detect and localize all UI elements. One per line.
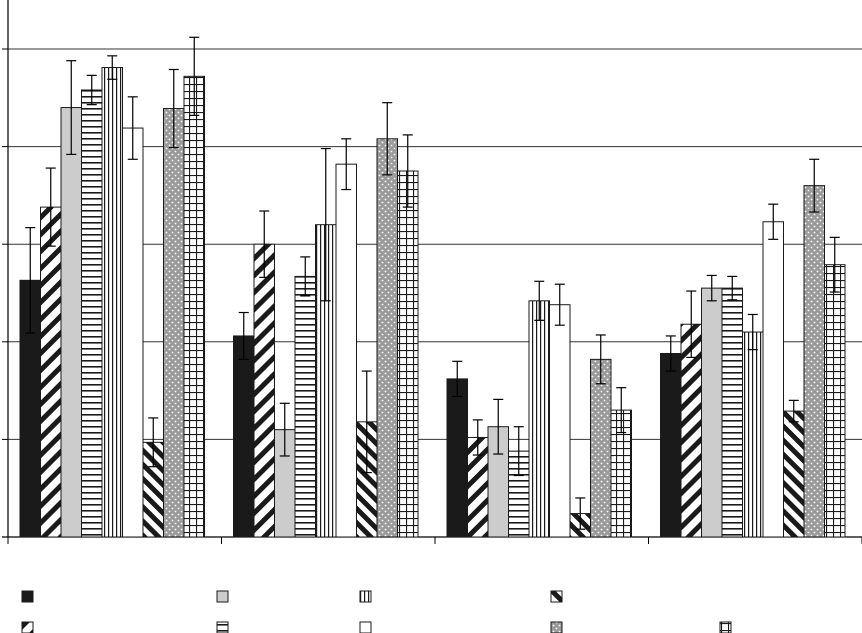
bars	[19, 67, 846, 538]
legend-swatch	[216, 621, 229, 633]
legend-swatch	[550, 590, 563, 603]
bar	[397, 170, 419, 538]
bar	[253, 243, 275, 538]
bar	[101, 67, 123, 538]
bar	[163, 108, 185, 538]
bar	[742, 331, 764, 538]
bar	[446, 378, 468, 538]
bar	[528, 300, 550, 538]
legend-swatch	[359, 621, 372, 633]
bar	[824, 264, 846, 538]
bar	[376, 138, 398, 538]
legend-swatch	[216, 590, 229, 603]
legend	[21, 590, 732, 633]
bar	[233, 335, 255, 538]
bar	[762, 221, 784, 538]
bar	[701, 287, 723, 538]
legend-swatch	[21, 621, 34, 633]
bar	[590, 358, 612, 538]
bar	[122, 127, 144, 538]
bar	[660, 353, 682, 538]
legend-swatch	[21, 590, 34, 603]
bar	[294, 275, 316, 538]
bar	[783, 410, 805, 538]
bar	[721, 287, 743, 538]
bar	[40, 206, 62, 538]
bar	[335, 163, 357, 538]
bar	[803, 185, 825, 538]
legend-swatch	[359, 590, 372, 603]
bar	[183, 75, 205, 538]
error-bars	[25, 36, 840, 530]
bar	[549, 304, 571, 538]
legend-swatch	[550, 621, 563, 633]
bar	[60, 107, 82, 538]
legend-swatch	[719, 621, 732, 633]
bar	[81, 89, 103, 538]
